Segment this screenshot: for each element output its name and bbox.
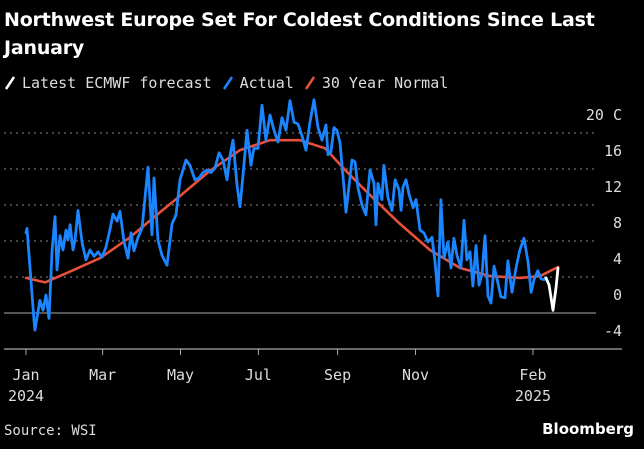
- y-tick-label: 8: [613, 214, 622, 232]
- forecast-line: [544, 266, 560, 312]
- legend-item-actual: Actual: [222, 74, 294, 92]
- chart-title: Northwest Europe Set For Coldest Conditi…: [4, 9, 595, 59]
- legend-label-actual: Actual: [239, 74, 294, 92]
- x-tick-label: Jan: [12, 366, 39, 384]
- legend-swatch-normal: [304, 76, 315, 90]
- source-note: Source: WSI: [4, 423, 97, 439]
- y-tick-label: 16: [604, 142, 622, 160]
- legend-swatch-forecast: [4, 76, 16, 90]
- bloomberg-logo: Bloomberg: [542, 420, 634, 438]
- x-tick-year-label: 2025: [515, 387, 551, 405]
- y-tick-label: -4: [604, 322, 622, 340]
- x-tick-label: Feb: [519, 366, 546, 384]
- legend-item-forecast: Latest ECMWF forecast: [4, 74, 212, 92]
- y-tick-label: 20 C: [586, 106, 622, 124]
- normal-line: [24, 138, 560, 284]
- x-tick-label: Jul: [245, 366, 272, 384]
- legend-label-forecast: Latest ECMWF forecast: [22, 74, 212, 92]
- legend-item-normal: 30 Year Normal: [304, 74, 448, 92]
- x-tick-label: May: [167, 366, 194, 384]
- x-tick-label: Nov: [402, 366, 429, 384]
- x-tick-label: Sep: [324, 366, 351, 384]
- y-tick-label: 4: [613, 250, 622, 268]
- x-tick-year-label: 2024: [8, 387, 44, 405]
- chart-legend: Latest ECMWF forecast Actual 30 Year Nor…: [4, 74, 458, 92]
- legend-swatch-actual: [222, 76, 233, 90]
- x-tick-label: Mar: [89, 366, 116, 384]
- y-tick-label: 0: [613, 286, 622, 304]
- legend-label-normal: 30 Year Normal: [321, 74, 449, 92]
- actual-line: [24, 98, 548, 332]
- y-tick-label: 12: [604, 178, 622, 196]
